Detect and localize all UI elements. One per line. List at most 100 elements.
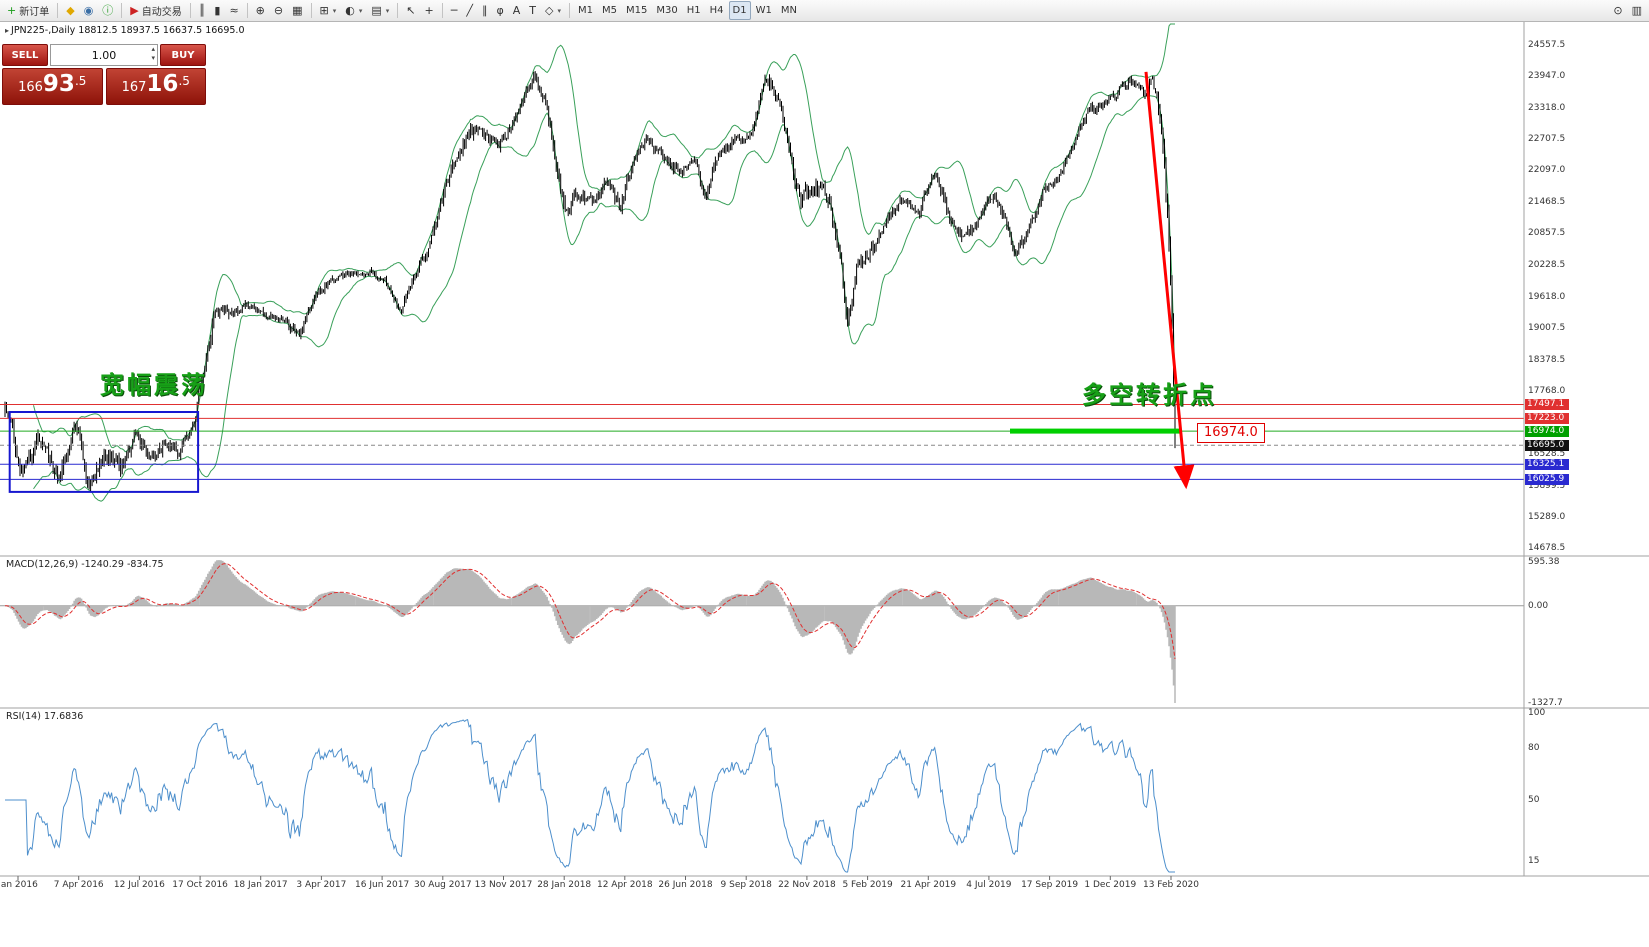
timeframe-h4-button[interactable]: H4 [706, 1, 728, 20]
crosshair-button[interactable]: + [421, 1, 438, 20]
volume-decrease-button[interactable]: ▾ [151, 54, 155, 62]
symbol-ohlc-header: ▸ JPN225-,Daily 18812.5 18937.5 16637.5 1… [5, 25, 245, 36]
period-selector-icon: ◐ [345, 4, 355, 17]
toolbar-separator [569, 3, 570, 18]
timeframe-m1-button-label: M1 [578, 5, 593, 16]
toolbar-separator [397, 3, 399, 18]
timeframe-m5-button[interactable]: M5 [598, 1, 621, 20]
date-label: 9 Sep 2018 [720, 880, 772, 890]
new-chart-button[interactable]: ⊞ ▾ [316, 1, 341, 20]
accounts-button[interactable]: ◉ [80, 1, 98, 20]
sell-price-frac: .5 [74, 74, 87, 88]
volume-increase-button[interactable]: ▴ [151, 45, 155, 53]
timeframe-d1-button[interactable]: D1 [728, 1, 751, 20]
chevron-down-icon: ▾ [358, 6, 363, 15]
rsi-axis-label: 15 [1528, 855, 1540, 866]
date-label: 1 Dec 2019 [1084, 880, 1137, 890]
timeframe-h1-button-label: H1 [686, 5, 701, 16]
price-level-chip: 16325.1 [1525, 458, 1569, 470]
date-label: 12 Apr 2018 [596, 880, 653, 890]
macd-axis-label: 0.00 [1528, 600, 1549, 611]
period-selector-button[interactable]: ◐ ▾ [341, 1, 366, 20]
cursor-button[interactable]: ↖ [402, 1, 419, 20]
macd-axis-label: -1327.7 [1528, 698, 1563, 708]
timeframe-mn-button[interactable]: MN [777, 1, 801, 20]
fibonacci-button[interactable]: φ [492, 1, 507, 20]
shapes-button[interactable]: ◇ ▾ [541, 1, 565, 20]
support-segment[interactable] [1010, 428, 1180, 434]
turning-point-label[interactable]: 多空转折点 [1082, 381, 1217, 409]
buy-price-frac: .5 [178, 74, 190, 88]
text-button[interactable]: A [509, 1, 525, 20]
date-label: 3 Apr 2017 [296, 880, 347, 890]
fibonacci-icon: φ [496, 4, 504, 17]
tile-windows-button[interactable]: ▦ [288, 1, 306, 20]
trendline-button[interactable]: ╱ [462, 1, 477, 20]
price-axis-label: 23318.0 [1528, 103, 1566, 114]
layout-button[interactable]: ▥ [1628, 1, 1646, 20]
price-axis-label: 19007.5 [1528, 322, 1566, 333]
date-label: Jan 2016 [0, 880, 38, 890]
chevron-down-icon: ▾ [557, 6, 561, 15]
text-label-button[interactable]: T [525, 1, 540, 20]
one-click-trading-widget: SELL 1.00 ▴ ▾ BUY 166 93.5 167 16.5 [2, 44, 206, 105]
candlesticks [4, 71, 1176, 491]
price-axis-label: 14678.5 [1528, 543, 1566, 553]
macd-indicator-label: MACD(12,26,9) -1240.29 -834.75 [6, 559, 164, 570]
trendline-icon: ╱ [466, 4, 473, 17]
symbol-marker-icon: ▸ [5, 26, 10, 35]
trend-arrow[interactable] [1144, 71, 1195, 490]
sell-price[interactable]: 166 93.5 [2, 68, 103, 105]
timeframe-h1-button[interactable]: H1 [683, 1, 705, 20]
candlestick-chart-icon: ▮ [214, 4, 221, 17]
toolbar-separator [441, 3, 443, 18]
market-watch-button[interactable]: ◆ [62, 1, 78, 20]
toolbar-separator [121, 3, 123, 18]
price-axis-label: 22707.5 [1528, 134, 1566, 145]
bar-chart-button[interactable]: ║ [195, 1, 210, 20]
buy-button[interactable]: BUY [160, 44, 206, 66]
timeframe-m1-button[interactable]: M1 [574, 1, 597, 20]
price-level-chip: 16025.9 [1525, 473, 1569, 485]
toolbar-separator [246, 3, 248, 18]
template-button[interactable]: ▤ ▾ [367, 1, 393, 20]
bollinger-lower-band[interactable] [33, 95, 1176, 502]
timeframe-d1-button-label: D1 [732, 5, 747, 16]
navigator-button[interactable]: ⓘ [98, 1, 117, 20]
timeframe-w1-button[interactable]: W1 [752, 1, 776, 20]
buy-price-prefix: 167 [121, 80, 147, 95]
line-chart-button[interactable]: ≈ [225, 1, 242, 20]
price-axis-label: 23947.0 [1528, 71, 1566, 82]
horizontal-line-button[interactable]: ─ [447, 1, 462, 20]
timeframe-m30-button[interactable]: M30 [652, 1, 681, 20]
zoom-in-button[interactable]: ⊕ [252, 1, 269, 20]
date-label: 17 Sep 2019 [1021, 880, 1079, 890]
toolbar-separator [189, 3, 191, 18]
timeframe-w1-button-label: W1 [755, 5, 772, 16]
candlestick-chart-button[interactable]: ▮ [210, 1, 224, 20]
price-axis-label: 22097.0 [1528, 165, 1566, 176]
search-icon: ⊙ [1613, 4, 1623, 17]
zoom-out-button[interactable]: ⊖ [270, 1, 287, 20]
new-order-button[interactable]: + 新订单 [3, 1, 53, 20]
layout-icon: ▥ [1631, 4, 1642, 17]
price-level-chip: 16974.0 [1525, 425, 1569, 437]
volume-spinner: ▴ ▾ [151, 46, 155, 64]
price-callout-16974[interactable]: 16974.0 [1197, 423, 1265, 443]
volume-field[interactable]: 1.00 ▴ ▾ [50, 44, 158, 66]
timeframe-h4-button-label: H4 [709, 5, 724, 16]
range-oscillation-label[interactable]: 宽幅震荡 [100, 371, 208, 399]
sell-button[interactable]: SELL [2, 44, 48, 66]
buy-price[interactable]: 167 16.5 [105, 68, 206, 105]
equidistant-channel-button[interactable]: ∥ [478, 1, 492, 20]
timeframe-m15-button[interactable]: M15 [622, 1, 651, 20]
range-box[interactable] [8, 411, 200, 493]
price-axis-label: 24557.5 [1528, 40, 1566, 50]
price-level-chip: 16695.0 [1525, 439, 1569, 451]
macd-signal-line [4, 563, 1176, 660]
main-toolbar: + 新订单 ◆ ◉ ⓘ ▶ 自动交易 ║ ▮ ≈ ⊕ ⊖ ▦ ⊞ ▾ ◐ ▾ ▤ ▾ ↖ + ─ ╱ ∥ φ A T ◇ ▾ M1 M5 M1… [0, 0, 1649, 22]
search-button[interactable]: ⊙ [1609, 1, 1626, 20]
market-watch-icon: ◆ [66, 4, 75, 17]
autotrading-button[interactable]: ▶ 自动交易 [126, 1, 185, 20]
